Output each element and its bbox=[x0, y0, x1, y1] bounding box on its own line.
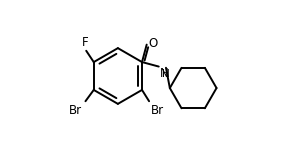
Text: H: H bbox=[162, 69, 170, 79]
Text: F: F bbox=[81, 36, 88, 48]
Text: Br: Br bbox=[69, 104, 82, 117]
Text: Br: Br bbox=[151, 104, 164, 117]
Text: N: N bbox=[160, 67, 168, 80]
Text: O: O bbox=[148, 37, 157, 50]
